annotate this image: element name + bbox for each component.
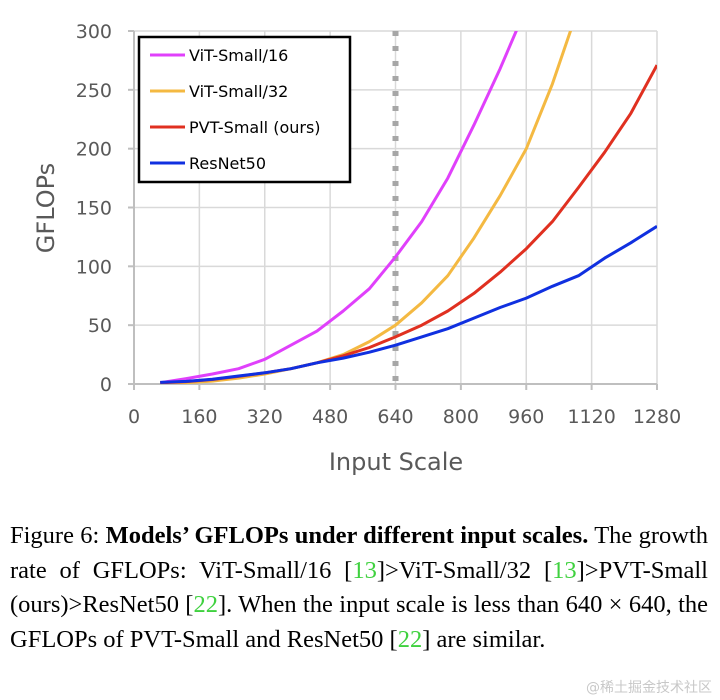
- legend: ViT-Small/16 ViT-Small/32 PVT-Small (ours)…: [137, 35, 352, 184]
- x-tick-label: 320: [247, 406, 283, 428]
- citation-link[interactable]: 22: [193, 591, 218, 618]
- x-tick-label: 480: [312, 406, 348, 428]
- watermark: @稀土掘金技术社区: [586, 680, 712, 696]
- legend-label: ViT-Small/32: [189, 82, 288, 101]
- y-tick-label: 100: [76, 256, 112, 278]
- citation-link[interactable]: 13: [352, 556, 377, 584]
- y-tick-labels: 0 50 100 150 200 250 300: [76, 21, 112, 396]
- gflops-chart: 0 50 100 150 200 250 300 0 160 320 480 640 800 960 11…: [32, 21, 681, 476]
- series-line-resnet50: [160, 225, 657, 384]
- axes: [128, 30, 658, 390]
- y-tick-label: 50: [88, 315, 112, 337]
- legend-label: ResNet50: [189, 154, 266, 173]
- x-tick-label: 640: [377, 406, 413, 428]
- series-line-vit-small-16: [159, 31, 518, 384]
- caption-text: ]. When the input scale is less than 640…: [10, 591, 708, 653]
- x-tick-label: 1280: [633, 406, 681, 428]
- legend-label: ViT-Small/16: [189, 46, 288, 65]
- y-axis-label: GFLOPs: [32, 163, 60, 253]
- caption-text: ]>ViT-Small/32 [: [376, 556, 553, 584]
- legend-box: [137, 35, 352, 184]
- series-line-vit-small-32: [160, 31, 573, 384]
- x-axis-label: Input Scale: [329, 448, 463, 476]
- citation-link[interactable]: 13: [552, 556, 577, 584]
- y-tick-label: 150: [76, 198, 112, 220]
- series-lines: [159, 31, 657, 384]
- caption-title: Models’ GFLOPs under different input sca…: [105, 522, 589, 549]
- caption-text: ]>PVT-Small (ours)>ResNet50 [: [10, 556, 708, 619]
- y-tick-label: 200: [76, 139, 112, 161]
- y-tick-label: 300: [76, 21, 112, 43]
- x-tick-label: 160: [181, 406, 217, 428]
- x-tick-label: 1120: [567, 406, 615, 428]
- x-tick-label: 960: [508, 406, 544, 428]
- figure-caption: Figure 6: Models’ GFLOPs under different…: [10, 519, 708, 657]
- legend-label: PVT-Small (ours): [189, 118, 321, 137]
- y-tick-label: 0: [100, 374, 112, 396]
- y-tick-label: 250: [76, 80, 112, 102]
- x-tick-label: 800: [443, 406, 479, 428]
- citation-link[interactable]: 22: [397, 625, 423, 653]
- caption-prefix: Figure 6:: [10, 522, 106, 549]
- x-tick-labels: 0 160 320 480 640 800 960 1120 1280: [128, 406, 681, 428]
- x-tick-label: 0: [128, 406, 140, 428]
- caption-text: ] are similar.: [422, 625, 546, 653]
- caption-text: The growth rate of GFLOPs: ViT-Small/16 …: [10, 522, 708, 584]
